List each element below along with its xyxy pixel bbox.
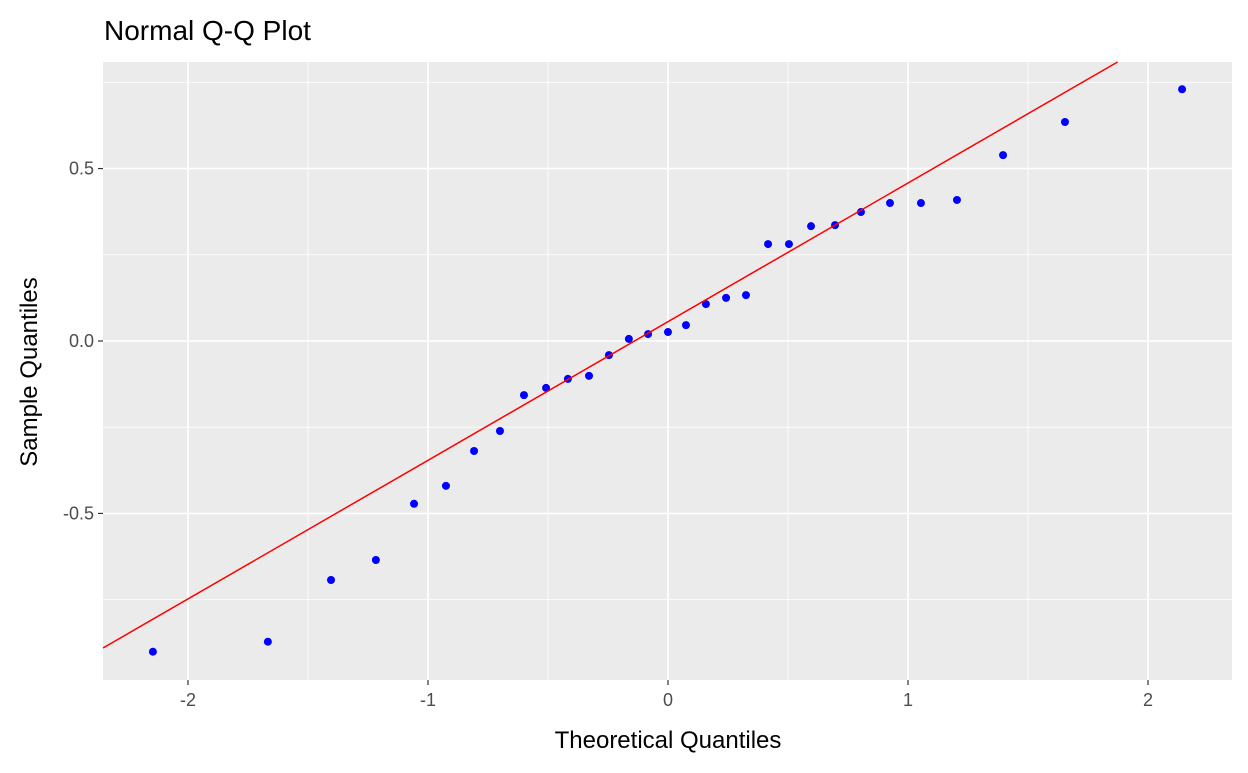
data-point xyxy=(701,300,710,309)
data-point xyxy=(327,575,336,584)
y-axis-label: Sample Quantiles xyxy=(16,277,43,466)
data-point xyxy=(807,222,816,231)
chart-title: Normal Q-Q Plot xyxy=(104,15,311,46)
data-point xyxy=(999,151,1008,160)
data-point xyxy=(856,208,865,217)
reference-line xyxy=(102,61,1118,649)
data-point xyxy=(410,499,419,508)
data-point xyxy=(681,321,690,330)
data-point xyxy=(495,427,504,436)
x-tick-label: 1 xyxy=(903,690,913,710)
data-point xyxy=(916,199,925,208)
x-tick-label: 2 xyxy=(1143,690,1153,710)
data-point xyxy=(784,240,793,249)
data-point xyxy=(263,637,272,646)
data-point xyxy=(885,199,894,208)
axis-ticks: -2 -1 0 1 2 -0.5 0.0 0.5 xyxy=(63,159,1153,710)
data-point xyxy=(1178,85,1187,94)
data-point xyxy=(519,391,528,400)
gridlines xyxy=(103,62,1232,680)
y-tick-label: 0.0 xyxy=(69,331,94,351)
data-point xyxy=(1060,118,1069,127)
x-tick-label: -2 xyxy=(180,690,196,710)
data-point xyxy=(148,647,157,656)
data-point xyxy=(952,195,961,204)
data-point xyxy=(764,240,773,249)
x-axis-label: Theoretical Quantiles xyxy=(555,727,782,754)
data-point xyxy=(441,481,450,490)
data-point xyxy=(741,291,750,300)
x-tick-label: 0 xyxy=(663,690,673,710)
y-tick-label: -0.5 xyxy=(63,503,94,523)
y-tick-label: 0.5 xyxy=(69,159,94,179)
data-point xyxy=(371,555,380,564)
data-point xyxy=(722,293,731,302)
data-point xyxy=(542,383,551,392)
data-point xyxy=(470,447,479,456)
data-point xyxy=(585,371,594,380)
data-point xyxy=(624,334,633,343)
x-tick-label: -1 xyxy=(420,690,436,710)
data-point xyxy=(663,328,672,337)
data-marks xyxy=(102,61,1187,656)
